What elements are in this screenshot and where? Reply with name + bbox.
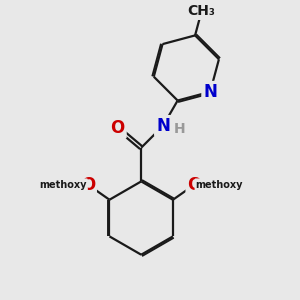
Text: N: N xyxy=(156,117,170,135)
Text: H: H xyxy=(173,122,185,136)
Text: methoxy: methoxy xyxy=(196,180,243,190)
Text: O: O xyxy=(188,176,202,194)
Text: CH₃: CH₃ xyxy=(188,4,215,18)
Text: methoxy: methoxy xyxy=(39,180,87,190)
Text: O: O xyxy=(81,176,95,194)
Text: O: O xyxy=(110,119,125,137)
Text: N: N xyxy=(203,83,217,101)
